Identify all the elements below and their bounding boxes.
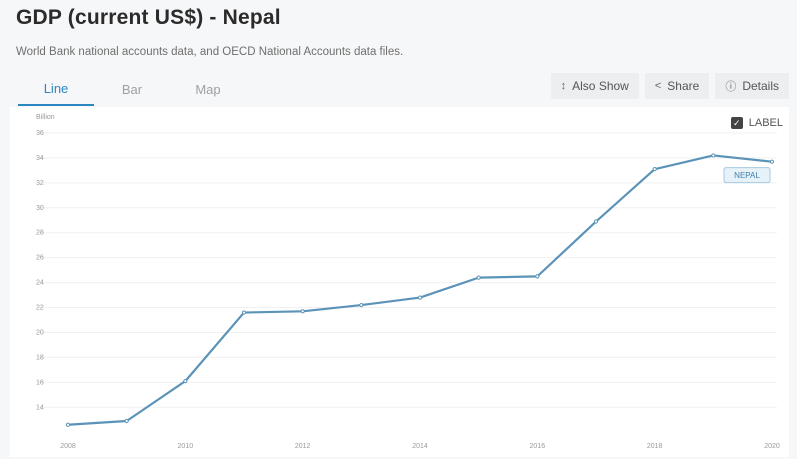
y-tick-label: 28 [36, 230, 44, 237]
sort-icon: ↕ [560, 80, 567, 92]
y-tick-label: 30 [36, 205, 44, 212]
data-point [359, 302, 364, 308]
details-button[interactable]: ⓘ Details [715, 73, 789, 99]
data-point [476, 275, 481, 280]
checkbox-checked-icon[interactable]: ✓ [730, 117, 743, 129]
series-line-nepal [67, 154, 773, 426]
data-point [711, 153, 716, 158]
y-tick-label: 26 [36, 255, 44, 262]
y-axis-unit-label: Billion [36, 114, 55, 121]
y-tick-label: 32 [36, 180, 44, 187]
data-point [417, 295, 423, 300]
y-tick-label: 34 [36, 155, 44, 162]
data-point [535, 274, 540, 279]
y-tick-label: 36 [36, 130, 44, 137]
data-point [652, 167, 657, 172]
x-tick-label: 2018 [647, 443, 663, 450]
series-label-nepal: NEPAL [734, 171, 760, 180]
chart-actions: ↕ Also Show < Share ⓘ Details [550, 73, 789, 99]
label-toggle-text: LABEL [748, 117, 783, 129]
x-tick-label: 2012 [295, 443, 311, 450]
details-label: Details [742, 79, 779, 93]
y-tick-label: 14 [36, 404, 44, 411]
chart-type-tabs: Line Bar Map [18, 72, 246, 106]
share-label: Share [667, 79, 700, 93]
tab-line[interactable]: Line [18, 72, 94, 106]
page-subtitle: World Bank national accounts data, and O… [16, 46, 404, 58]
tab-map[interactable]: Map [195, 81, 221, 97]
y-tick-label: 22 [36, 305, 44, 312]
data-point [300, 309, 305, 314]
x-tick-label: 2020 [764, 443, 780, 450]
x-tick-label: 2014 [412, 443, 428, 450]
x-tick-label: 2008 [60, 443, 76, 450]
x-tick-label: 2010 [178, 443, 194, 450]
chart-panel [10, 107, 789, 457]
data-point [65, 422, 71, 427]
tab-bar[interactable]: Bar [121, 81, 143, 97]
data-point [241, 310, 247, 315]
share-icon: < [654, 80, 662, 92]
label-toggle[interactable]: ✓ LABEL [730, 117, 783, 129]
data-point [769, 159, 775, 164]
x-tick-label: 2016 [530, 443, 546, 450]
data-point [124, 418, 129, 424]
y-tick-label: 20 [36, 329, 44, 336]
y-tick-label: 24 [36, 280, 44, 287]
also-show-label: Also Show [572, 79, 629, 93]
series-label-box [723, 167, 771, 184]
data-point [593, 219, 599, 224]
y-tick-label: 16 [36, 379, 44, 386]
data-point [183, 379, 188, 384]
page-title: GDP (current US$) - Nepal [16, 6, 281, 29]
y-tick-label: 18 [36, 354, 44, 361]
info-icon: ⓘ [725, 81, 737, 93]
share-button[interactable]: < Share [644, 73, 710, 99]
also-show-button[interactable]: ↕ Also Show [550, 73, 639, 99]
